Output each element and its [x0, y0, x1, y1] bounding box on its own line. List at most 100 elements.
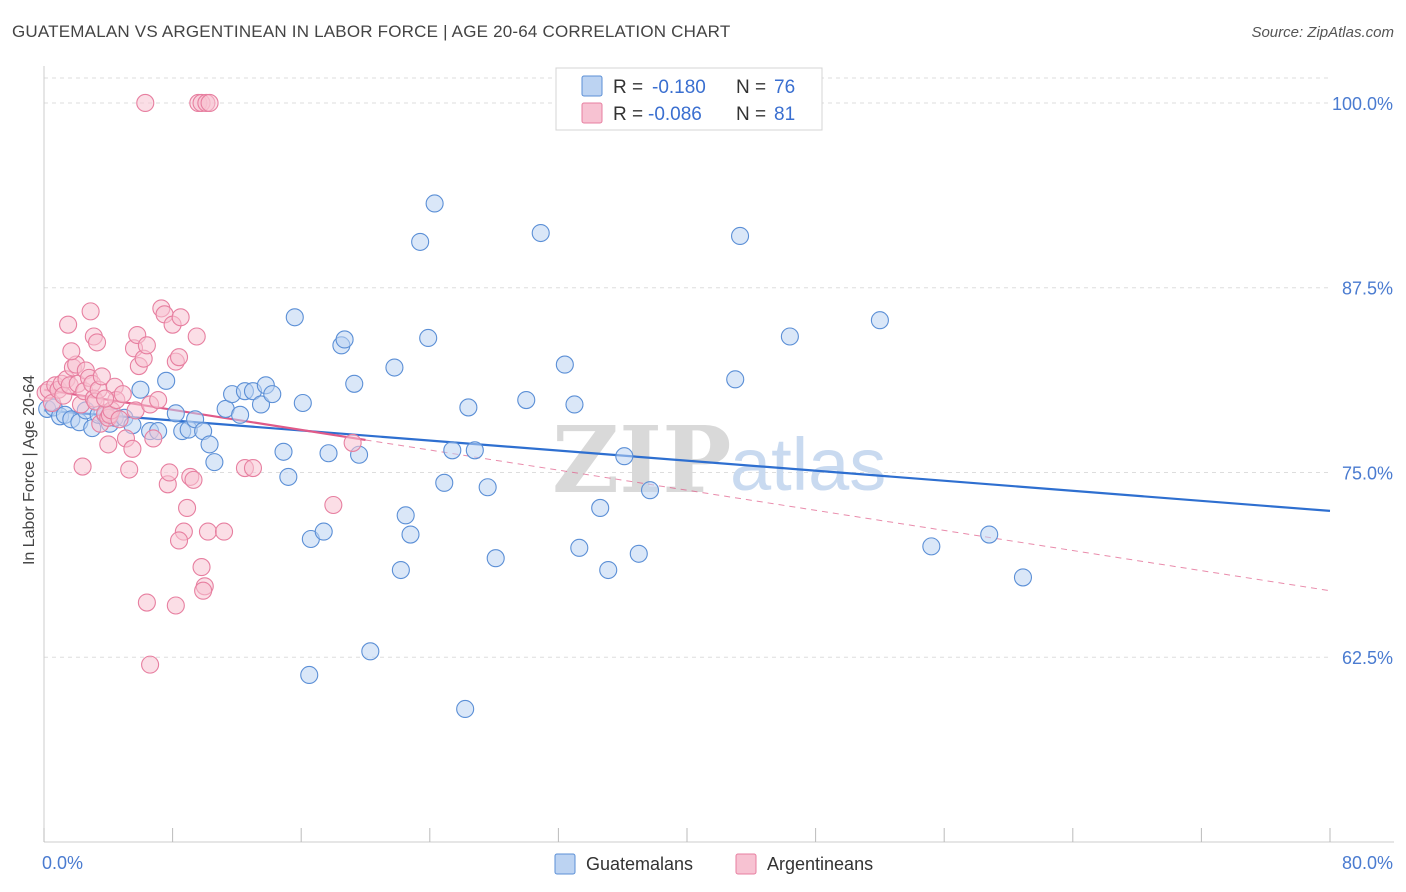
argentinean-point-77: [343, 433, 362, 452]
legend-n-value-2: 81: [774, 104, 795, 125]
guatemalan-point-49: [411, 232, 430, 251]
argentinean-point-31: [62, 342, 81, 361]
argentinean-point-58: [184, 470, 203, 489]
guatemalan-point-48: [401, 525, 420, 544]
watermark-zip: ZIP: [552, 406, 731, 514]
argentinean-point-71: [194, 581, 213, 600]
legend-swatch-blue: [581, 75, 603, 97]
guatemalan-point-54: [456, 699, 475, 719]
argentinean-point-56: [178, 498, 197, 518]
guatemalan-point-75: [1013, 568, 1033, 587]
argentinean-point-32: [81, 302, 100, 321]
y-tick-label-3: 62.5%: [1342, 648, 1393, 668]
watermark: ZIP atlas: [552, 406, 886, 514]
guatemalan-point-61: [555, 355, 574, 374]
chart-title: GUATEMALAN VS ARGENTINEAN IN LABOR FORCE…: [12, 22, 731, 41]
y-tick-label-1: 87.5%: [1342, 279, 1393, 299]
guatemalan-point-58: [486, 549, 505, 568]
x-tick-label-0: 0.0%: [42, 853, 83, 873]
guatemalan-point-23: [200, 435, 219, 454]
legend-n-value-1: 76: [774, 77, 795, 98]
trend-line-guatemalans: [43, 409, 1331, 513]
argentinean-point-37: [123, 439, 142, 458]
source-label: Source: ZipAtlas.com: [1251, 24, 1394, 41]
guatemalan-point-69: [726, 370, 745, 389]
trend-extension-argentineans: [365, 439, 1331, 592]
argentinean-point-76: [324, 495, 343, 515]
guatemalan-point-71: [780, 327, 799, 346]
argentinean-point-36: [120, 460, 139, 479]
guatemalan-point-72: [870, 311, 889, 330]
argentinean-point-34: [87, 333, 107, 352]
argentinean-point-78: [73, 457, 92, 476]
guatemalan-point-73: [922, 537, 941, 556]
argentinean-point-80: [96, 389, 115, 408]
series-swatch-guatemalans: [554, 853, 576, 875]
guatemalan-point-45: [385, 358, 404, 377]
argentinean-point-68: [141, 655, 160, 674]
guatemalan-point-76: [300, 665, 319, 685]
argentinean-point-54: [171, 308, 190, 327]
guatemalan-point-57: [478, 478, 497, 497]
argentinean-point-29: [113, 385, 132, 404]
guatemalan-point-39: [319, 444, 338, 463]
guatemalan-point-17: [157, 371, 176, 390]
guatemalan-point-18: [166, 404, 185, 423]
guatemalan-point-46: [391, 560, 410, 580]
guatemalan-point-63: [570, 538, 589, 557]
guatemalan-point-65: [599, 560, 618, 580]
guatemalan-point-64: [591, 498, 610, 518]
argentinean-point-30: [59, 315, 78, 334]
correlation-legend: R = -0.180 N = 76 R = -0.086 N = 81: [555, 67, 823, 131]
guatemalan-point-70: [730, 226, 750, 246]
guatemalan-point-24: [205, 453, 224, 472]
y-tick-labels: 100.0% 87.5% 75.0% 62.5%: [1332, 94, 1393, 668]
x-tick-labels: 0.0% 80.0%: [42, 853, 1393, 873]
legend-r-label-2: R =: [613, 104, 643, 125]
guatemalan-point-55: [459, 398, 478, 417]
argentinean-point-60: [192, 558, 211, 577]
guatemalan-point-59: [517, 390, 536, 410]
guatemalan-point-30: [251, 395, 271, 414]
guatemalan-point-44: [361, 642, 380, 661]
guatemalan-point-74: [980, 525, 999, 544]
argentinean-point-45: [144, 429, 163, 448]
guatemalan-point-62: [565, 395, 584, 414]
guatemalan-point-68: [640, 481, 660, 500]
guatemalan-point-35: [285, 308, 304, 327]
argentinean-point-50: [160, 463, 179, 482]
grid-lines: [44, 77, 1330, 658]
argentinean-point-28: [110, 410, 129, 429]
argentinean-point-70: [169, 531, 189, 550]
y-tick-label-2: 75.0%: [1342, 463, 1393, 483]
series-legend: Guatemalans Argentineans: [554, 853, 873, 875]
legend-n-label-2: N =: [736, 104, 766, 125]
legend-r-value-1: -0.180: [652, 77, 706, 98]
argentinean-point-66: [200, 93, 219, 113]
guatemalan-point-34: [279, 467, 298, 486]
argentinean-point-75: [243, 458, 263, 478]
argentinean-point-21: [92, 367, 111, 386]
argentinean-point-72: [166, 596, 185, 615]
argentinean-point-53: [169, 348, 189, 367]
legend-r-value-2: -0.086: [648, 104, 702, 125]
legend-swatch-pink: [581, 102, 603, 124]
guatemalan-point-42: [345, 374, 364, 393]
axes: [43, 66, 1394, 843]
y-tick-label-0: 100.0%: [1332, 94, 1393, 114]
guatemalan-point-38: [314, 522, 333, 541]
argentinean-point-79: [99, 435, 118, 454]
guatemalan-point-47: [396, 506, 415, 525]
guatemalan-point-27: [231, 405, 250, 424]
guatemalan-point-53: [443, 441, 462, 460]
guatemalan-point-50: [419, 328, 438, 348]
guatemalan-point-36: [293, 393, 312, 413]
guatemalan-point-56: [465, 441, 484, 460]
series-label-argentineans: Argentineans: [767, 854, 873, 874]
data-points: [36, 93, 1033, 719]
legend-n-label-1: N =: [736, 77, 766, 98]
guatemalan-point-14: [131, 380, 150, 399]
guatemalan-point-67: [629, 544, 648, 563]
argentinean-point-43: [137, 336, 156, 355]
